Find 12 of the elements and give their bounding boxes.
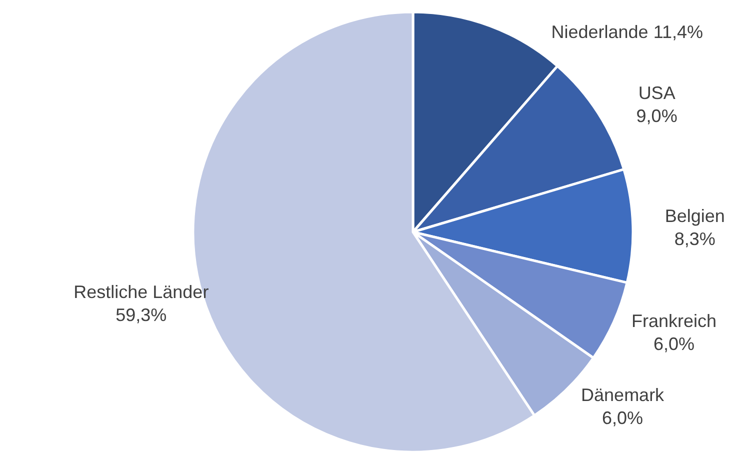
slice-label: Belgien <box>664 206 725 226</box>
data-label: 6,0% <box>654 334 695 354</box>
data-label: 9,0% <box>636 106 678 126</box>
data-label: 8,3% <box>674 229 716 250</box>
data-label: 11,4% <box>653 22 704 42</box>
slice-label: Dänemark <box>581 384 666 405</box>
slice-label: Frankreich <box>632 311 717 332</box>
slice-label: USA <box>638 83 676 104</box>
data-label: 6,0% <box>602 408 644 428</box>
slice-label: Niederlande <box>551 22 648 42</box>
slice-label: Restliche Länder <box>74 282 209 302</box>
data-label: 59,3% <box>116 305 167 326</box>
